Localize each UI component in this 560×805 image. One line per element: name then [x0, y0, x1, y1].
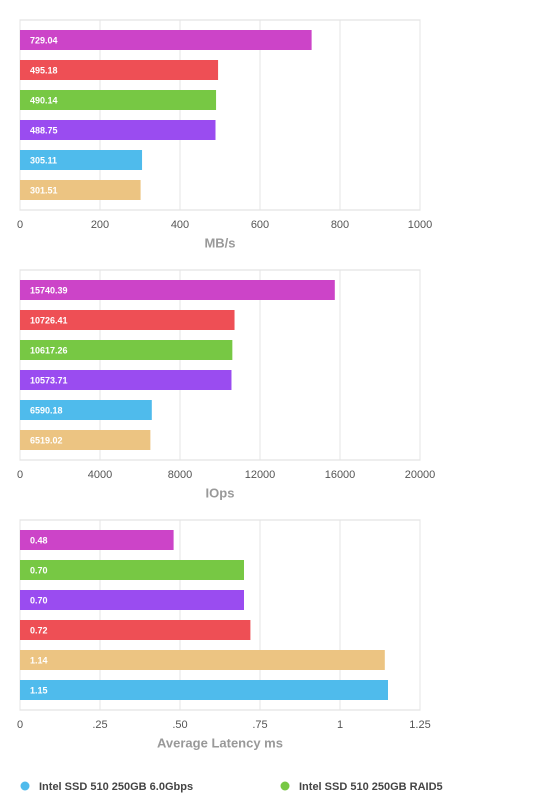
x-tick-label: 16000 [325, 469, 356, 481]
x-tick-label: 200 [91, 219, 109, 231]
x-tick-label: 8000 [168, 469, 192, 481]
bar [20, 620, 251, 640]
x-tick-label: 1.25 [409, 719, 430, 731]
bar [20, 530, 174, 550]
value-label: 6590.18 [30, 405, 63, 415]
bar [20, 310, 235, 330]
legend-label: Intel SSD 510 250GB RAID5 [299, 781, 443, 793]
bar [20, 120, 216, 140]
value-label: 10573.71 [30, 375, 68, 385]
legend-marker [20, 781, 30, 791]
bar [20, 150, 143, 170]
x-tick-label: 1 [337, 719, 343, 731]
value-label: 301.51 [30, 185, 58, 195]
value-label: 0.48 [30, 535, 48, 545]
x-tick-label: 20000 [405, 469, 436, 481]
x-tick-label: 1000 [408, 219, 432, 231]
bar [20, 680, 388, 700]
bar [20, 60, 219, 80]
x-tick-label: 0 [17, 719, 23, 731]
value-label: 488.75 [30, 125, 58, 135]
bar [20, 560, 244, 580]
bar [20, 370, 232, 390]
x-tick-label: .25 [92, 719, 107, 731]
legend-label: Intel SSD 510 250GB 6.0Gbps [39, 781, 193, 793]
value-label: 0.72 [30, 625, 48, 635]
bar [20, 30, 312, 50]
bar [20, 650, 385, 670]
x-tick-label: 0 [17, 219, 23, 231]
x-tick-label: 600 [251, 219, 269, 231]
x-tick-label: 4000 [88, 469, 112, 481]
bar [20, 430, 151, 450]
x-tick-label: 12000 [245, 469, 276, 481]
x-axis-label: Average Latency ms [157, 735, 283, 750]
value-label: 1.14 [30, 655, 48, 665]
value-label: 0.70 [30, 595, 48, 605]
x-tick-label: .50 [172, 719, 187, 731]
x-axis-label: IOps [206, 485, 235, 500]
value-label: 10726.41 [30, 315, 68, 325]
bar [20, 590, 244, 610]
value-label: 15740.39 [30, 285, 68, 295]
value-label: 305.11 [30, 155, 57, 165]
value-label: 1.15 [30, 685, 48, 695]
bar [20, 90, 217, 110]
x-tick-label: .75 [252, 719, 267, 731]
value-label: 6519.02 [30, 435, 63, 445]
value-label: 10617.26 [30, 345, 68, 355]
value-label: 0.70 [30, 565, 48, 575]
legend-marker [280, 781, 290, 791]
value-label: 490.14 [30, 95, 58, 105]
bar [20, 280, 335, 300]
value-label: 729.04 [30, 35, 58, 45]
x-tick-label: 400 [171, 219, 189, 231]
bar [20, 400, 152, 420]
bar [20, 340, 233, 360]
bar [20, 180, 141, 200]
value-label: 495.18 [30, 65, 58, 75]
x-tick-label: 800 [331, 219, 349, 231]
x-tick-label: 0 [17, 469, 23, 481]
x-axis-label: MB/s [204, 235, 235, 250]
